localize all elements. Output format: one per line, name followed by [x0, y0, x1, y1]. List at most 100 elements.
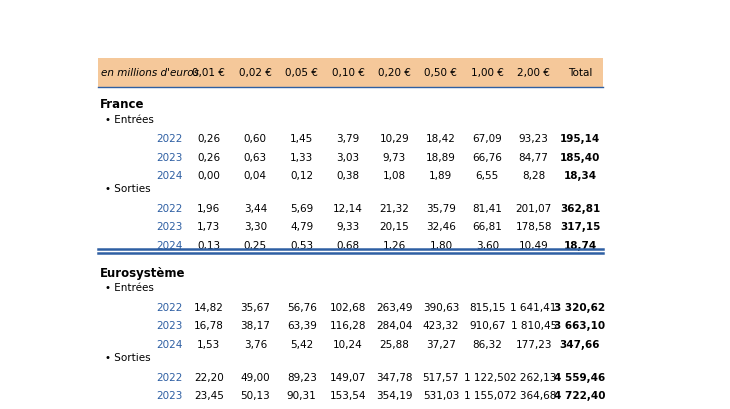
Text: 2022: 2022 — [156, 203, 182, 213]
Text: 22,20: 22,20 — [194, 372, 224, 382]
Text: 1,96: 1,96 — [197, 203, 220, 213]
Text: 3 320,62: 3 320,62 — [555, 302, 606, 312]
Text: 5,69: 5,69 — [290, 203, 313, 213]
Text: 201,07: 201,07 — [515, 203, 552, 213]
Text: 93,23: 93,23 — [519, 134, 549, 144]
Text: 3,76: 3,76 — [244, 339, 267, 349]
Text: 0,26: 0,26 — [197, 134, 220, 144]
Text: 81,41: 81,41 — [472, 203, 502, 213]
Text: 1,26: 1,26 — [383, 240, 406, 250]
Text: 14,82: 14,82 — [194, 302, 224, 312]
Text: 284,04: 284,04 — [376, 321, 412, 330]
Text: • Entrées: • Entrées — [105, 283, 154, 293]
Text: 0,00: 0,00 — [198, 171, 220, 180]
Text: 21,32: 21,32 — [380, 203, 410, 213]
Text: 18,34: 18,34 — [564, 171, 596, 180]
Text: 4 722,40: 4 722,40 — [554, 390, 606, 400]
Text: 49,00: 49,00 — [240, 372, 270, 382]
Text: 531,03: 531,03 — [423, 390, 459, 400]
Text: 2023: 2023 — [156, 390, 182, 400]
Text: 0,68: 0,68 — [337, 240, 360, 250]
Text: 24,74: 24,74 — [380, 408, 410, 409]
Text: 102,68: 102,68 — [330, 302, 366, 312]
Text: Total: Total — [568, 68, 592, 78]
Text: 16,78: 16,78 — [194, 321, 224, 330]
Text: 56,76: 56,76 — [287, 302, 317, 312]
Text: 3,60: 3,60 — [476, 240, 499, 250]
Text: 25,88: 25,88 — [380, 339, 410, 349]
Text: 9,33: 9,33 — [337, 222, 360, 231]
Text: 390,63: 390,63 — [423, 302, 459, 312]
Text: 0,01 €: 0,01 € — [193, 68, 226, 78]
Text: 2 262,13: 2 262,13 — [510, 372, 557, 382]
Text: 65,79: 65,79 — [472, 408, 502, 409]
Text: 2023: 2023 — [156, 321, 182, 330]
Text: 1,45: 1,45 — [290, 134, 313, 144]
Text: 67,09: 67,09 — [472, 134, 502, 144]
Text: 2022: 2022 — [156, 302, 182, 312]
Text: France: France — [100, 98, 145, 111]
Text: 35,67: 35,67 — [240, 302, 270, 312]
Text: Eurosystème: Eurosystème — [100, 267, 185, 279]
Text: 6,55: 6,55 — [476, 171, 499, 180]
Text: 2,00 €: 2,00 € — [518, 68, 550, 78]
Text: 3,79: 3,79 — [337, 134, 360, 144]
Text: 517,57: 517,57 — [423, 372, 459, 382]
Text: 116,28: 116,28 — [330, 321, 366, 330]
Text: 18,42: 18,42 — [426, 134, 456, 144]
Text: 0,10 €: 0,10 € — [331, 68, 364, 78]
Text: 20,15: 20,15 — [380, 222, 410, 231]
Text: 50,13: 50,13 — [240, 390, 270, 400]
Text: 23,45: 23,45 — [194, 390, 224, 400]
Text: 347,78: 347,78 — [376, 372, 412, 382]
Text: 10,29: 10,29 — [380, 134, 410, 144]
Text: 178,58: 178,58 — [515, 222, 552, 231]
Text: 66,76: 66,76 — [472, 152, 502, 162]
Text: 89,23: 89,23 — [287, 372, 317, 382]
Text: 2023: 2023 — [156, 222, 182, 231]
Text: 66,81: 66,81 — [472, 222, 502, 231]
Text: 0,12: 0,12 — [290, 171, 313, 180]
Text: 0,53: 0,53 — [290, 240, 313, 250]
Text: 1,80: 1,80 — [429, 240, 453, 250]
Text: 0,25: 0,25 — [244, 240, 267, 250]
Text: en millions d'euros: en millions d'euros — [101, 68, 199, 78]
Text: 9,73: 9,73 — [383, 152, 406, 162]
Text: 423,32: 423,32 — [423, 321, 459, 330]
Text: 12,14: 12,14 — [333, 203, 363, 213]
Text: 2024: 2024 — [156, 240, 182, 250]
Text: 0,13: 0,13 — [197, 240, 220, 250]
Text: 1,00 €: 1,00 € — [471, 68, 504, 78]
Text: 3 663,10: 3 663,10 — [555, 321, 606, 330]
Text: 815,15: 815,15 — [469, 302, 505, 312]
Text: 1 155,07: 1 155,07 — [464, 390, 510, 400]
Text: 0,50 €: 0,50 € — [424, 68, 457, 78]
Text: 1,48: 1,48 — [197, 408, 220, 409]
Text: 1,73: 1,73 — [197, 222, 220, 231]
Text: 0,63: 0,63 — [244, 152, 267, 162]
Text: 0,38: 0,38 — [337, 171, 360, 180]
Text: 3,44: 3,44 — [244, 203, 267, 213]
Text: 2024: 2024 — [156, 408, 182, 409]
Text: 0,05 €: 0,05 € — [285, 68, 318, 78]
Text: 90,31: 90,31 — [287, 390, 317, 400]
Text: • Entrées: • Entrées — [105, 114, 154, 124]
Text: 1 641,41: 1 641,41 — [510, 302, 557, 312]
Text: 2022: 2022 — [156, 134, 182, 144]
Text: 0,02 €: 0,02 € — [239, 68, 272, 78]
Text: 2022: 2022 — [156, 372, 182, 382]
Text: 0,60: 0,60 — [244, 134, 267, 144]
Text: 3,49: 3,49 — [244, 408, 267, 409]
Text: 31,64: 31,64 — [426, 408, 456, 409]
Text: 10,49: 10,49 — [519, 240, 548, 250]
Bar — [98, 58, 603, 88]
Text: 1,89: 1,89 — [429, 171, 453, 180]
Text: 35,79: 35,79 — [426, 203, 456, 213]
Text: 3,03: 3,03 — [337, 152, 360, 162]
Text: 910,67: 910,67 — [469, 321, 505, 330]
Text: 84,77: 84,77 — [519, 152, 549, 162]
Text: • Sorties: • Sorties — [105, 184, 150, 193]
Text: • Sorties: • Sorties — [105, 352, 150, 362]
Text: 86,32: 86,32 — [472, 339, 502, 349]
Text: 1 810,45: 1 810,45 — [510, 321, 557, 330]
